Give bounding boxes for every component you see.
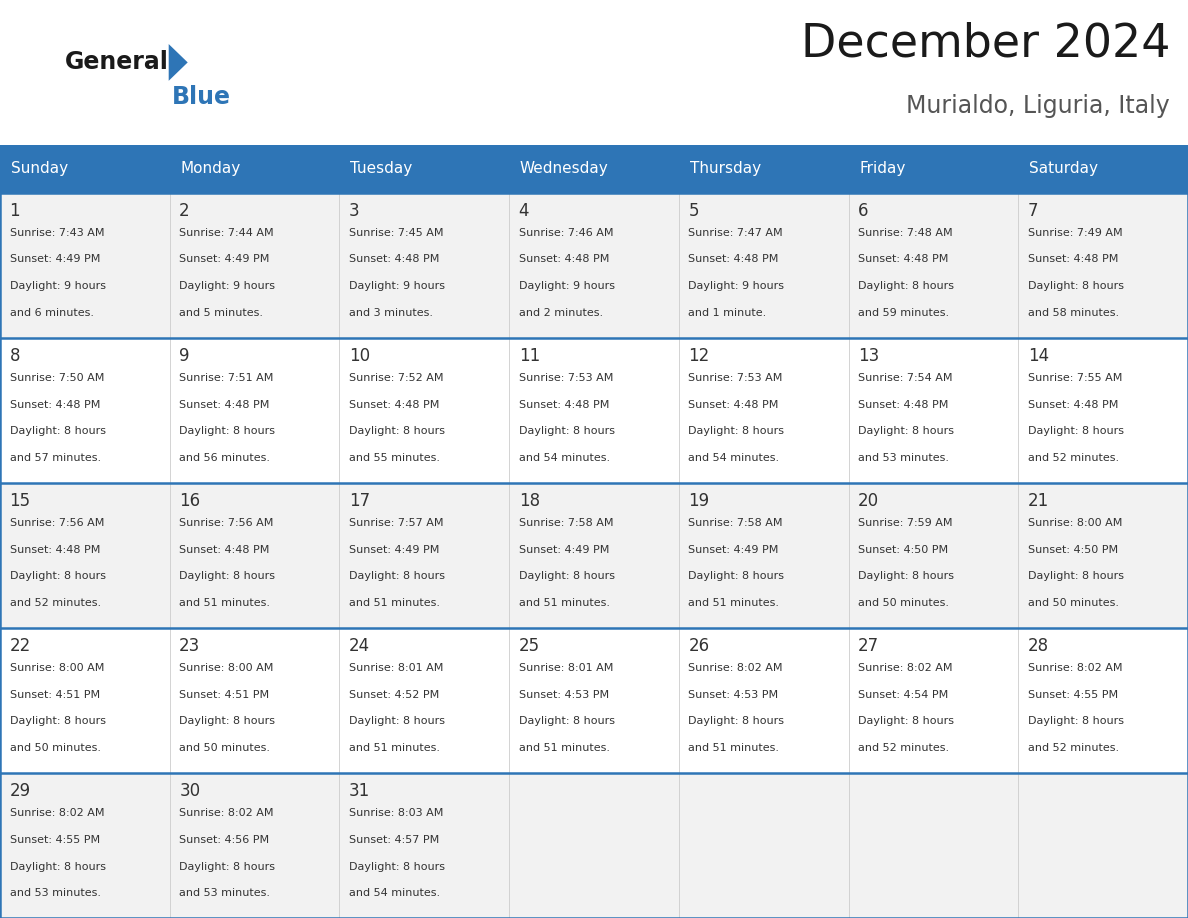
Text: 30: 30 (179, 782, 201, 800)
Text: Sunset: 4:54 PM: Sunset: 4:54 PM (858, 689, 948, 700)
Text: Sunset: 4:48 PM: Sunset: 4:48 PM (688, 399, 779, 409)
Text: Sunrise: 7:51 AM: Sunrise: 7:51 AM (179, 373, 273, 383)
FancyBboxPatch shape (510, 193, 678, 338)
Text: Sunset: 4:48 PM: Sunset: 4:48 PM (10, 399, 100, 409)
Text: Sunrise: 7:59 AM: Sunrise: 7:59 AM (858, 518, 953, 528)
Text: Daylight: 9 hours: Daylight: 9 hours (349, 281, 446, 291)
Text: 3: 3 (349, 202, 360, 220)
Text: Sunset: 4:49 PM: Sunset: 4:49 PM (179, 254, 270, 264)
Text: and 57 minutes.: and 57 minutes. (10, 453, 101, 464)
Text: Sunset: 4:50 PM: Sunset: 4:50 PM (858, 544, 948, 554)
Text: Sunrise: 8:03 AM: Sunrise: 8:03 AM (349, 808, 443, 818)
Text: and 56 minutes.: and 56 minutes. (179, 453, 270, 464)
FancyBboxPatch shape (170, 773, 340, 918)
FancyBboxPatch shape (678, 193, 848, 338)
Text: and 53 minutes.: and 53 minutes. (10, 889, 101, 899)
Text: and 52 minutes.: and 52 minutes. (10, 599, 101, 609)
Text: Daylight: 8 hours: Daylight: 8 hours (858, 426, 954, 436)
FancyBboxPatch shape (678, 628, 848, 773)
Text: Daylight: 8 hours: Daylight: 8 hours (1028, 716, 1124, 726)
Text: December 2024: December 2024 (801, 21, 1170, 67)
Text: Daylight: 8 hours: Daylight: 8 hours (688, 571, 784, 581)
Text: Sunset: 4:48 PM: Sunset: 4:48 PM (179, 544, 270, 554)
Text: Sunrise: 7:56 AM: Sunrise: 7:56 AM (179, 518, 273, 528)
Text: Sunrise: 8:02 AM: Sunrise: 8:02 AM (10, 808, 105, 818)
Text: Daylight: 8 hours: Daylight: 8 hours (519, 426, 614, 436)
Text: Sunrise: 7:50 AM: Sunrise: 7:50 AM (10, 373, 103, 383)
FancyBboxPatch shape (0, 628, 170, 773)
Text: 9: 9 (179, 347, 190, 365)
FancyBboxPatch shape (510, 773, 678, 918)
Text: Sunrise: 8:00 AM: Sunrise: 8:00 AM (10, 663, 103, 673)
FancyBboxPatch shape (170, 193, 340, 338)
Text: Friday: Friday (859, 162, 905, 176)
Text: 16: 16 (179, 492, 201, 510)
Text: Daylight: 8 hours: Daylight: 8 hours (858, 281, 954, 291)
Text: 31: 31 (349, 782, 371, 800)
Text: Sunrise: 7:58 AM: Sunrise: 7:58 AM (688, 518, 783, 528)
Text: 26: 26 (688, 637, 709, 655)
FancyBboxPatch shape (848, 773, 1018, 918)
Text: 6: 6 (858, 202, 868, 220)
Text: Sunrise: 8:02 AM: Sunrise: 8:02 AM (179, 808, 273, 818)
Text: Sunset: 4:49 PM: Sunset: 4:49 PM (519, 544, 609, 554)
Text: Sunrise: 8:01 AM: Sunrise: 8:01 AM (519, 663, 613, 673)
Text: Sunset: 4:50 PM: Sunset: 4:50 PM (1028, 544, 1118, 554)
FancyBboxPatch shape (1018, 483, 1188, 628)
Text: Sunrise: 7:49 AM: Sunrise: 7:49 AM (1028, 228, 1123, 238)
Text: Daylight: 8 hours: Daylight: 8 hours (179, 571, 276, 581)
Text: and 54 minutes.: and 54 minutes. (349, 889, 440, 899)
FancyBboxPatch shape (848, 193, 1018, 338)
Text: Monday: Monday (181, 162, 241, 176)
Text: Daylight: 9 hours: Daylight: 9 hours (519, 281, 614, 291)
Text: 27: 27 (858, 637, 879, 655)
Text: Daylight: 8 hours: Daylight: 8 hours (179, 861, 276, 871)
Text: Sunset: 4:48 PM: Sunset: 4:48 PM (1028, 399, 1118, 409)
Text: Daylight: 8 hours: Daylight: 8 hours (10, 861, 106, 871)
Text: and 51 minutes.: and 51 minutes. (349, 599, 440, 609)
Text: and 58 minutes.: and 58 minutes. (1028, 308, 1119, 319)
FancyBboxPatch shape (848, 628, 1018, 773)
Text: Daylight: 9 hours: Daylight: 9 hours (10, 281, 106, 291)
Text: 1: 1 (10, 202, 20, 220)
Text: Sunset: 4:51 PM: Sunset: 4:51 PM (179, 689, 270, 700)
FancyBboxPatch shape (170, 483, 340, 628)
Text: 14: 14 (1028, 347, 1049, 365)
Text: and 51 minutes.: and 51 minutes. (519, 744, 609, 754)
Text: Daylight: 8 hours: Daylight: 8 hours (688, 716, 784, 726)
Text: and 50 minutes.: and 50 minutes. (10, 744, 101, 754)
Text: and 51 minutes.: and 51 minutes. (349, 744, 440, 754)
Text: Daylight: 8 hours: Daylight: 8 hours (688, 426, 784, 436)
Text: Blue: Blue (172, 85, 232, 109)
Text: Sunset: 4:48 PM: Sunset: 4:48 PM (519, 254, 609, 264)
Text: and 53 minutes.: and 53 minutes. (179, 889, 270, 899)
Text: Sunrise: 7:58 AM: Sunrise: 7:58 AM (519, 518, 613, 528)
Text: 2: 2 (179, 202, 190, 220)
Text: 8: 8 (10, 347, 20, 365)
Text: and 2 minutes.: and 2 minutes. (519, 308, 602, 319)
FancyBboxPatch shape (678, 773, 848, 918)
Text: 25: 25 (519, 637, 539, 655)
Text: Daylight: 8 hours: Daylight: 8 hours (519, 571, 614, 581)
Text: 29: 29 (10, 782, 31, 800)
Text: Sunset: 4:51 PM: Sunset: 4:51 PM (10, 689, 100, 700)
Text: Sunrise: 7:54 AM: Sunrise: 7:54 AM (858, 373, 953, 383)
Text: Sunrise: 7:56 AM: Sunrise: 7:56 AM (10, 518, 103, 528)
Text: 15: 15 (10, 492, 31, 510)
FancyBboxPatch shape (0, 773, 170, 918)
FancyBboxPatch shape (340, 483, 510, 628)
Text: Sunset: 4:48 PM: Sunset: 4:48 PM (349, 254, 440, 264)
Text: Sunset: 4:48 PM: Sunset: 4:48 PM (688, 254, 779, 264)
Polygon shape (169, 44, 188, 81)
Text: Wednesday: Wednesday (520, 162, 608, 176)
Text: and 6 minutes.: and 6 minutes. (10, 308, 94, 319)
Text: and 59 minutes.: and 59 minutes. (858, 308, 949, 319)
Text: and 5 minutes.: and 5 minutes. (179, 308, 264, 319)
Text: Sunset: 4:48 PM: Sunset: 4:48 PM (10, 544, 100, 554)
FancyBboxPatch shape (510, 483, 678, 628)
Text: and 51 minutes.: and 51 minutes. (688, 744, 779, 754)
FancyBboxPatch shape (0, 338, 170, 483)
FancyBboxPatch shape (510, 338, 678, 483)
Text: Sunrise: 7:52 AM: Sunrise: 7:52 AM (349, 373, 443, 383)
